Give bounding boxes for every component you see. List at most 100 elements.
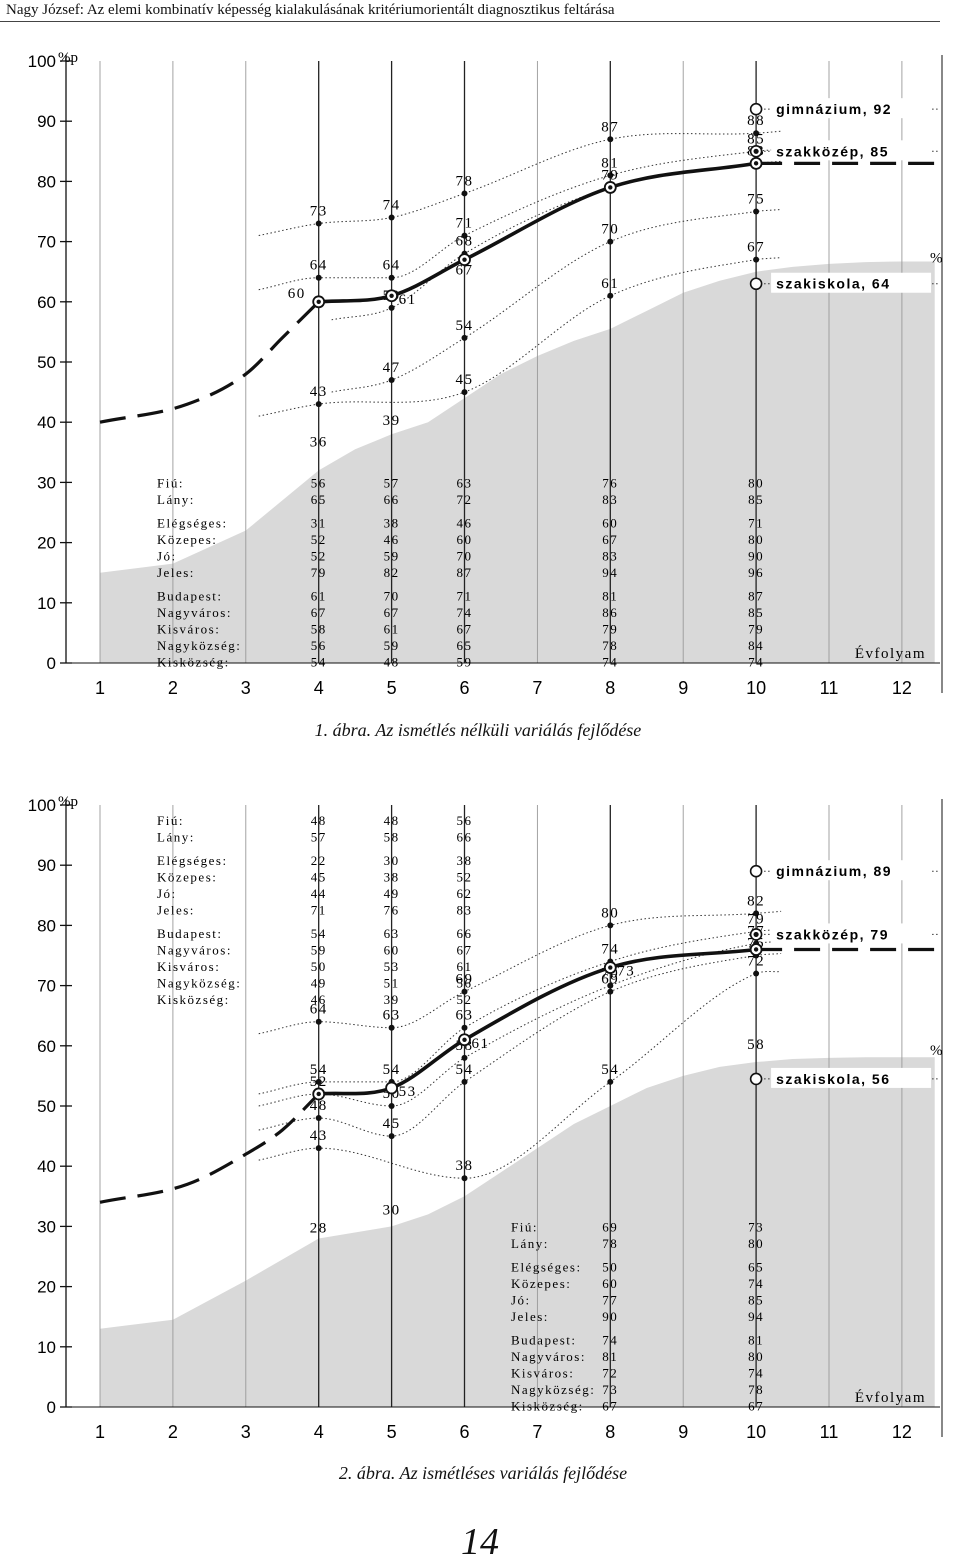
c1-table-row-label: Fiú:: [157, 475, 184, 490]
c2-table-bottom-row-label: Elégséges:: [511, 1259, 582, 1274]
c1-table-cell: 72: [457, 492, 473, 507]
c1-series-point-label: 64: [310, 258, 328, 274]
c2-table-top-row-label: Fiú:: [157, 813, 184, 828]
c2-table-bottom-cell: 78: [748, 1382, 764, 1397]
c2-extra-label: 30: [383, 1202, 401, 1218]
c1-table-row-label: Nagyváros:: [157, 605, 232, 620]
c2-series-point-label: 69: [601, 972, 619, 988]
c1-table-cell: 74: [457, 605, 473, 620]
c2-series-point: [461, 1175, 468, 1182]
c2-series-point: [461, 988, 468, 995]
c1-table-cell: 86: [602, 605, 618, 620]
c2-y-tick-label: 30: [37, 1217, 56, 1236]
c2-table-top-row-label: Nagyváros:: [157, 943, 232, 958]
c2-series-point: [607, 982, 614, 989]
c2-legend-marker: [749, 864, 763, 878]
c2-table-bottom-cell: 69: [602, 1219, 618, 1234]
c1-x-tick-label: 6: [459, 678, 469, 698]
c1-table-cell: 67: [457, 621, 473, 636]
c1-table-cell: 66: [384, 492, 400, 507]
c2-x-tick-label: 12: [892, 1422, 912, 1442]
c1-series-point: [461, 389, 468, 396]
c2-extrapolation-before: [99, 1092, 320, 1204]
c1-series-point: [315, 220, 322, 227]
c2-table-top-cell: 54: [311, 926, 327, 941]
c1-table-cell: 31: [311, 515, 327, 530]
c1-legend-backdrop: [771, 272, 932, 293]
c1-series-curve-4: [258, 148, 782, 291]
c2-table-top-cell: 49: [311, 976, 327, 991]
c1-series-point-label: 47: [383, 360, 401, 376]
c1-table-cell: 81: [602, 588, 618, 603]
c2-series-point-label: 52: [310, 1074, 328, 1090]
c1-series-point-label: 54: [456, 318, 474, 334]
c1-table-cell: 80: [748, 532, 764, 547]
c2-table-bottom-row-label: Nagyváros:: [511, 1349, 586, 1364]
c1-series-point-label: 81: [601, 155, 619, 171]
c1-legend-backdrop: [771, 140, 932, 161]
c2-series-point-label: 54: [601, 1062, 619, 1078]
c2-table-top-cell: 39: [384, 992, 400, 1007]
c2-table-top-cell: 48: [311, 813, 327, 828]
c1-table-cell: 87: [457, 565, 473, 580]
c2-table-top-cell: 38: [384, 870, 400, 885]
c2-x-tick-label: 4: [314, 1422, 324, 1442]
c2-table-top-cell: 71: [311, 903, 327, 918]
c1-y-tick-label: 0: [47, 654, 56, 673]
c1-series-point: [388, 377, 395, 384]
c2-series-point: [315, 1145, 322, 1152]
c1-table-cell: 74: [602, 654, 618, 669]
c2-main-curve-marker-core: [316, 1091, 321, 1097]
c2-y-tick-label: 40: [37, 1157, 56, 1176]
c1-y-tick-label: 40: [37, 413, 56, 432]
c1-series-point: [753, 256, 760, 263]
c2-series-point-label: 38: [456, 1158, 474, 1174]
c2-y-tick-label: 50: [37, 1097, 56, 1116]
c2-table-bottom-cell: 65: [748, 1259, 764, 1274]
c2-table-bottom-cell: 60: [602, 1276, 618, 1291]
c1-y-tick-label: 90: [37, 112, 56, 131]
c2-series-point: [607, 922, 614, 929]
c2-series-point-label: 79: [747, 911, 765, 927]
c2-y-tick-label: 80: [37, 916, 56, 935]
c1-series-point: [753, 130, 760, 137]
c1-legend-marker: [749, 102, 763, 116]
c2-table-top-cell: 52: [457, 992, 473, 1007]
c1-table-cell: 87: [748, 588, 764, 603]
c1-table-cell: 83: [602, 548, 618, 563]
c2-table-bottom-cell: 67: [748, 1398, 764, 1413]
c2-series-point: [315, 1078, 322, 1085]
c1-series-point-label: 73: [310, 204, 328, 220]
c1-series-point-label: 64: [383, 258, 401, 274]
c2-series-point-label: 69: [456, 972, 474, 988]
c2-series-point: [388, 1103, 395, 1109]
c2-series-point-label: 45: [383, 1116, 401, 1132]
c1-x-tick-label: 8: [605, 678, 615, 698]
c2-table-top-cell: 60: [384, 943, 400, 958]
c2-legend-label: gimnázium, 89: [776, 863, 892, 879]
c1-series-point: [607, 172, 614, 179]
c2-y-tick-label: 70: [37, 977, 56, 996]
c1-series-curve-3: [258, 130, 782, 237]
c1-legend-marker-core: [753, 148, 759, 154]
c1-table-cell: 67: [384, 605, 400, 620]
c2-table-bottom-row-label: Budapest:: [511, 1332, 577, 1347]
c1-main-curve-label: 61: [399, 292, 417, 308]
c2-x-tick-label: 7: [532, 1422, 542, 1442]
c1-series-point-label: 71: [456, 216, 474, 232]
c1-table-row-label: Nagyközség:: [157, 638, 241, 653]
c2-table-bottom-cell: 81: [748, 1332, 764, 1347]
c2-main-curve-marker-core: [753, 947, 759, 952]
c1-x-tick-label: 2: [168, 678, 178, 698]
c2-table-bottom-cell: 78: [602, 1236, 618, 1251]
c2-x-tick-label: 9: [678, 1422, 688, 1442]
c2-y-tick-label: 60: [37, 1037, 56, 1056]
c2-x-tick-label: 2: [168, 1422, 178, 1442]
c1-table-cell: 56: [311, 638, 327, 653]
c1-legend-marker: [749, 277, 763, 291]
c2-x-tick-label: 10: [746, 1422, 766, 1442]
c2-x-tick-label: 11: [820, 1422, 839, 1442]
c1-series-point: [461, 190, 468, 197]
c2-series-point-label: 64: [310, 1002, 328, 1018]
c1-x-tick-label: 5: [387, 678, 397, 698]
